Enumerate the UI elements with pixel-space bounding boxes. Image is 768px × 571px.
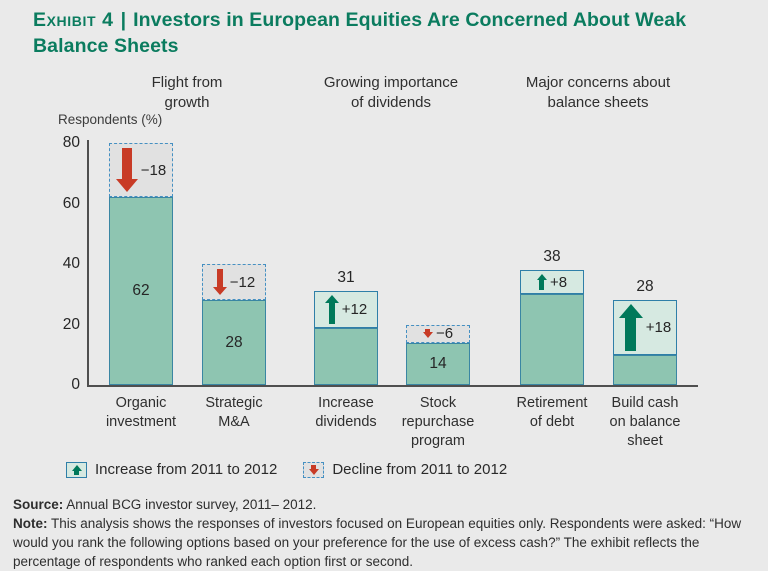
legend-label: Increase from 2011 to 2012 <box>95 461 278 478</box>
source-label: Source: <box>13 497 64 512</box>
decline-box: −6 <box>406 324 470 343</box>
change-annotation: −6 <box>422 325 454 343</box>
down-arrow-icon <box>115 148 138 193</box>
bar-category-label: Organic investment <box>105 395 177 431</box>
decline-box: −12 <box>202 264 266 301</box>
increase-segment: +12 <box>314 291 378 328</box>
y-axis-title: Respondents (%) <box>58 112 163 127</box>
up-arrow-icon <box>71 464 82 475</box>
bar-segment-2012 <box>406 342 470 385</box>
bar-value-label: 31 <box>337 269 355 287</box>
down-arrow-icon <box>422 329 433 339</box>
y-tick-label: 20 <box>62 315 80 333</box>
bar-change-label: −6 <box>435 325 454 343</box>
decline-swatch-icon <box>303 461 325 478</box>
increase-segment: +8 <box>520 270 584 295</box>
bar-category-label: Strategic M&A <box>205 395 263 431</box>
bar-value-label: 28 <box>636 278 654 296</box>
bar-change-label: −18 <box>140 161 167 179</box>
down-arrow-icon <box>308 464 319 475</box>
legend: Increase from 2011 to 2012 Decline from … <box>66 461 507 478</box>
up-arrow-icon <box>324 295 339 324</box>
group-header: Growing importance of dividends <box>323 74 459 112</box>
bar-category-label: Build cash on balance sheet <box>609 395 681 450</box>
increase-segment: +18 <box>613 300 677 355</box>
change-annotation: −18 <box>115 148 167 193</box>
y-tick-label: 60 <box>62 194 80 212</box>
bar-segment-2011 <box>613 354 677 385</box>
note-line: Note: This analysis shows the responses … <box>13 514 761 571</box>
decline-box: −18 <box>109 143 173 198</box>
bar-change-label: +12 <box>341 300 368 318</box>
bar-segment-2012 <box>202 300 266 385</box>
down-arrow-icon <box>212 269 227 296</box>
group-header: Flight from growth <box>151 74 223 112</box>
source-text: Annual BCG investor survey, 2011– 2012. <box>63 497 317 512</box>
bar-value-label: 62 <box>132 282 150 300</box>
legend-label: Decline from 2011 to 2012 <box>332 461 508 478</box>
group-header: Major concerns about balance sheets <box>525 74 671 112</box>
bar-value-label: 14 <box>429 354 447 372</box>
note-text: This analysis shows the responses of inv… <box>13 516 742 569</box>
legend-item-decline: Decline from 2011 to 2012 <box>303 461 507 478</box>
source-line: Source: Annual BCG investor survey, 2011… <box>13 495 761 514</box>
y-tick-label: 80 <box>62 134 80 151</box>
up-arrow-icon <box>618 304 643 351</box>
legend-item-increase: Increase from 2011 to 2012 <box>66 461 277 478</box>
bar-change-label: −12 <box>229 273 256 291</box>
y-axis-line <box>87 140 89 387</box>
y-tick-label: 40 <box>62 255 80 272</box>
change-annotation: −12 <box>212 269 256 296</box>
bar-change-label: +8 <box>549 273 568 291</box>
x-axis-line <box>87 385 698 387</box>
change-annotation: +12 <box>324 295 368 324</box>
bar-category-label: Increase dividends <box>315 395 377 431</box>
page-title: Exhibit 4 | Investors in European Equities… <box>33 8 739 59</box>
bar-segment-2012 <box>109 197 173 385</box>
increase-swatch-icon <box>66 461 87 478</box>
bar-change-label: +18 <box>645 319 672 337</box>
title-text: Investors in European Equities Are Conce… <box>33 9 687 57</box>
change-annotation: +18 <box>618 304 672 351</box>
exhibit-label: Exhibit 4 <box>33 9 114 31</box>
bar-category-label: Stock repurchase program <box>401 395 475 450</box>
y-tick-label: 0 <box>71 376 80 393</box>
bar-value-label: 38 <box>543 248 561 266</box>
footnotes: Source: Annual BCG investor survey, 2011… <box>13 495 761 571</box>
title-separator: | <box>120 9 127 31</box>
bar-value-label: 28 <box>225 333 243 351</box>
bar-category-label: Retirement of debt <box>516 395 588 431</box>
change-annotation: +8 <box>536 273 568 291</box>
bar-segment-2011 <box>520 294 584 385</box>
bar-segment-2011 <box>314 327 378 385</box>
note-label: Note: <box>13 516 48 531</box>
up-arrow-icon <box>536 274 547 291</box>
